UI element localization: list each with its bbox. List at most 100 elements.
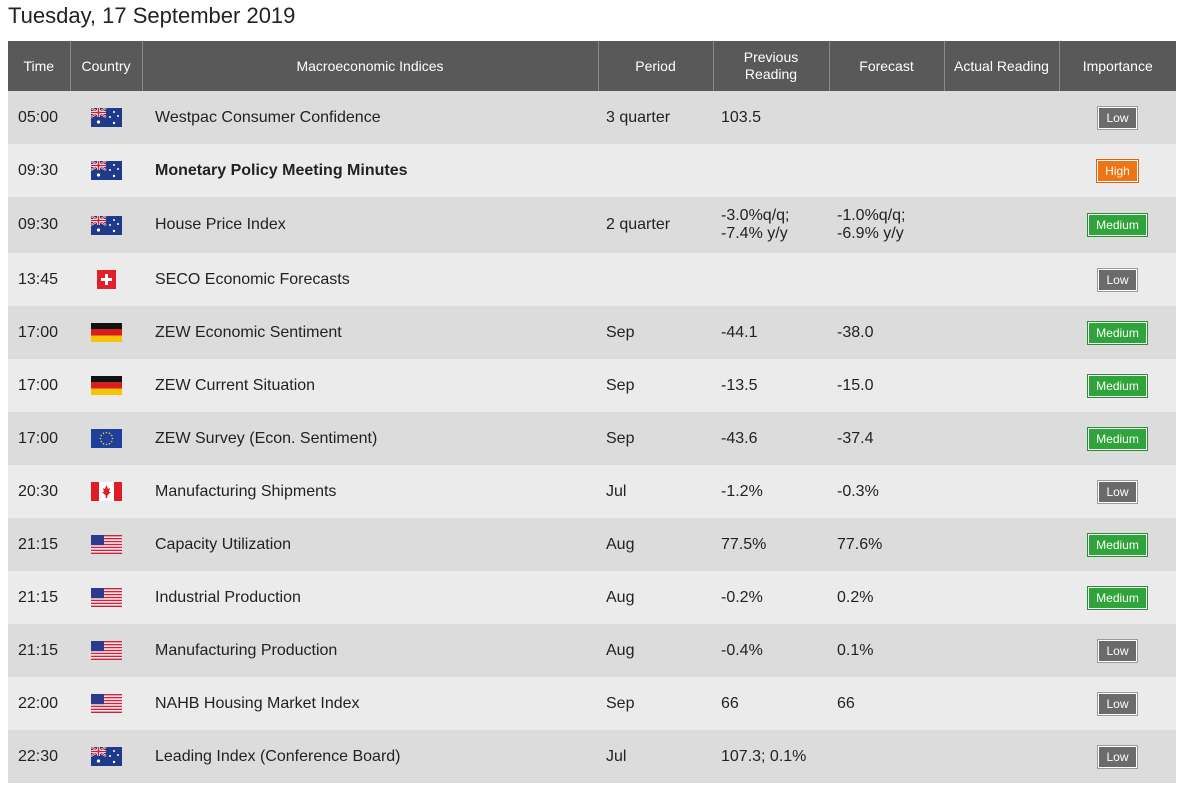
indicator-name: NAHB Housing Market Index (142, 677, 598, 730)
country-cell (70, 91, 142, 144)
importance-cell: Low (1059, 677, 1176, 730)
period: 2 quarter (598, 197, 713, 253)
importance-badge: Medium (1087, 373, 1148, 398)
importance-cell: Medium (1059, 571, 1176, 624)
forecast: 77.6% (829, 518, 944, 571)
previous-value: -0.4% (721, 641, 763, 659)
table-row: 13:45 SECO Economic Forecasts Low (8, 253, 1176, 306)
canada-flag-icon (90, 482, 122, 501)
importance-badge: Medium (1087, 532, 1148, 557)
header-importance: Importance (1059, 41, 1176, 91)
previous-value: 77.5% (721, 535, 767, 553)
table-row: 22:00 NAHB Housing Market Index Sep 66 66 Low (8, 677, 1176, 730)
country-cell (70, 253, 142, 306)
previous-reading: -44.1 (713, 306, 829, 359)
previous-value: -44.1 (721, 323, 758, 341)
table-row: 17:00 ZEW Current Situation Sep -13.5 -15.0 M… (8, 359, 1176, 412)
actual-reading (944, 730, 1059, 783)
table-row: 05:00 Westpac Consumer Confidence 3 quarte… (8, 91, 1176, 144)
actual-reading (944, 306, 1059, 359)
australia-flag-icon (90, 215, 122, 235)
usa-flag-icon (90, 641, 122, 660)
previous-value: -13.5 (721, 376, 758, 394)
table-row: 17:00 ZEW Economic Sentiment Sep -44.1 -38.0… (8, 306, 1176, 359)
actual-reading (944, 518, 1059, 571)
header-actual: Actual Reading (944, 41, 1060, 91)
table-row: 09:30 Monetary Policy Meeting Minutes High (8, 144, 1176, 197)
actual-reading (944, 571, 1059, 624)
previous-reading: -1.2% (713, 465, 829, 518)
header-previous: Previous Reading (713, 41, 830, 91)
previous-reading: 77.5% (713, 518, 829, 571)
previous-value-2: -7.4% y/y (721, 225, 788, 242)
period: Jul (598, 465, 713, 518)
period: Sep (598, 359, 713, 412)
period: Sep (598, 306, 713, 359)
importance-badge: Low (1097, 691, 1138, 716)
previous-reading (713, 253, 829, 306)
importance-badge: Medium (1087, 320, 1148, 345)
indicator-name: Westpac Consumer Confidence (142, 91, 598, 144)
importance-badge: Medium (1087, 585, 1148, 610)
importance-badge: Low (1097, 638, 1138, 663)
country-cell (70, 197, 142, 253)
australia-flag-icon (90, 161, 122, 180)
forecast: -37.4 (829, 412, 944, 465)
importance-cell: Medium (1059, 359, 1176, 412)
forecast: 0.2% (829, 571, 944, 624)
country-cell (70, 677, 142, 730)
event-time: 20:30 (8, 465, 70, 518)
event-time: 21:15 (8, 571, 70, 624)
forecast-value: -1.0%q/q; (837, 207, 906, 224)
country-cell (70, 571, 142, 624)
forecast (829, 91, 944, 144)
forecast: 0.1% (829, 624, 944, 677)
header-previous-line2: Reading (744, 66, 798, 82)
header-time: Time (8, 41, 71, 91)
germany-flag-icon (90, 323, 122, 342)
header-period: Period (598, 41, 714, 91)
actual-reading (944, 253, 1059, 306)
event-time: 22:00 (8, 677, 70, 730)
indicator-name: SECO Economic Forecasts (142, 253, 598, 306)
previous-value: -43.6 (721, 429, 758, 447)
event-time: 05:00 (8, 91, 70, 144)
indicator-name: Monetary Policy Meeting Minutes (142, 144, 598, 197)
usa-flag-icon (90, 588, 122, 607)
usa-flag-icon (90, 535, 122, 554)
australia-flag-icon (90, 747, 122, 766)
period: Sep (598, 412, 713, 465)
eu-flag-icon (90, 429, 122, 448)
event-time: 09:30 (8, 197, 70, 253)
forecast-value: -37.4 (837, 429, 874, 447)
forecast (829, 730, 944, 783)
previous-value: -0.2% (721, 588, 763, 606)
country-cell (70, 518, 142, 571)
period (598, 253, 713, 306)
forecast-value: -15.0 (837, 376, 874, 394)
country-cell (70, 730, 142, 783)
event-time: 17:00 (8, 412, 70, 465)
importance-badge: Medium (1087, 426, 1148, 451)
country-cell (70, 624, 142, 677)
previous-reading: 103.5 (713, 91, 829, 144)
importance-cell: Low (1059, 730, 1176, 783)
table-row: 17:00 ZEW Survey (Econ. Sentiment) Sep -43.… (8, 412, 1176, 465)
previous-reading: 107.3; 0.1% (713, 730, 829, 783)
importance-badge: Medium (1087, 213, 1148, 237)
page-title: Tuesday, 17 September 2019 (8, 3, 296, 28)
forecast-value: -38.0 (837, 323, 874, 341)
period: Sep (598, 677, 713, 730)
indicator-name: Industrial Production (142, 571, 598, 624)
period: Aug (598, 624, 713, 677)
country-cell (70, 359, 142, 412)
previous-value: 103.5 (721, 108, 762, 126)
period: Aug (598, 518, 713, 571)
event-time: 17:00 (8, 359, 70, 412)
period: Jul (598, 730, 713, 783)
period: Aug (598, 571, 713, 624)
indicator-name: House Price Index (142, 197, 598, 253)
importance-cell: Medium (1059, 197, 1176, 253)
actual-reading (944, 624, 1059, 677)
header-indices: Macroeconomic Indices (142, 41, 599, 91)
